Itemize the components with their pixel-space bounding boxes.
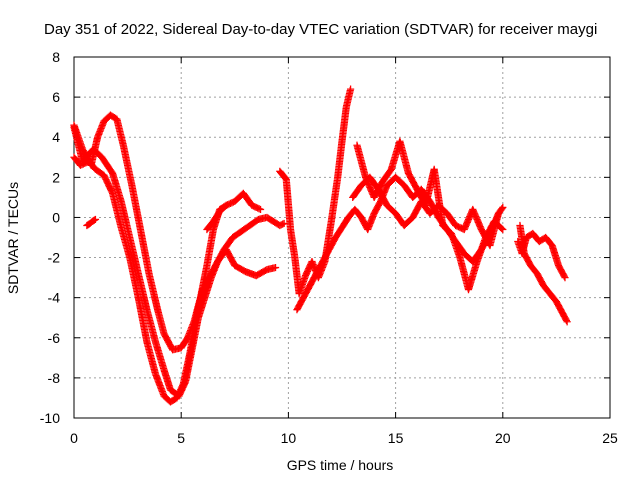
data-point <box>498 205 506 213</box>
series-track-b <box>70 123 280 400</box>
x-tick-label: 15 <box>388 430 404 446</box>
series-track-g <box>349 173 503 250</box>
grid-layer <box>74 57 610 418</box>
data-point <box>91 215 100 224</box>
y-axis-label: SDTVAR / TECUs <box>5 182 21 294</box>
series-track-j <box>83 215 100 230</box>
data-point <box>271 263 280 272</box>
data-point <box>498 224 506 233</box>
y-tick-label: 6 <box>52 89 60 105</box>
series-track-d <box>276 85 355 298</box>
series-track-i <box>516 221 571 326</box>
plot-frame <box>73 56 611 419</box>
y-tick-label: -6 <box>48 330 61 346</box>
y-tick-label: 0 <box>52 209 60 225</box>
y-tick-label: 8 <box>52 49 60 65</box>
data-point <box>346 85 355 93</box>
x-axis-label: GPS time / hours <box>287 457 394 473</box>
x-tick-label: 20 <box>495 430 511 446</box>
y-tick-label: -4 <box>48 290 61 306</box>
x-tick-label: 0 <box>70 430 78 446</box>
data-point <box>499 225 507 234</box>
series-track-k <box>203 201 230 234</box>
data-point <box>90 216 98 224</box>
data-point <box>256 205 265 214</box>
data-point <box>222 201 230 210</box>
x-tick-label: 5 <box>177 430 185 446</box>
y-tick-label: 4 <box>52 129 60 145</box>
data-point <box>494 209 503 218</box>
data-marks <box>70 85 571 406</box>
data-point <box>562 316 571 324</box>
y-tick-label: -2 <box>48 250 61 266</box>
y-tick-label: 2 <box>52 169 60 185</box>
chart-title: Day 351 of 2022, Sidereal Day-to-day VTE… <box>44 21 597 38</box>
y-tick-label: -8 <box>48 370 61 386</box>
data-point <box>561 274 569 282</box>
x-tick-label: 25 <box>602 430 618 446</box>
data-point <box>221 202 229 211</box>
data-point <box>279 220 287 228</box>
data-point <box>563 318 571 326</box>
data-point <box>560 272 568 280</box>
x-tick-label: 10 <box>281 430 297 446</box>
y-tick-label: -10 <box>40 410 60 426</box>
data-point <box>499 203 507 212</box>
data-point <box>255 205 263 213</box>
series-track-a <box>70 153 288 406</box>
